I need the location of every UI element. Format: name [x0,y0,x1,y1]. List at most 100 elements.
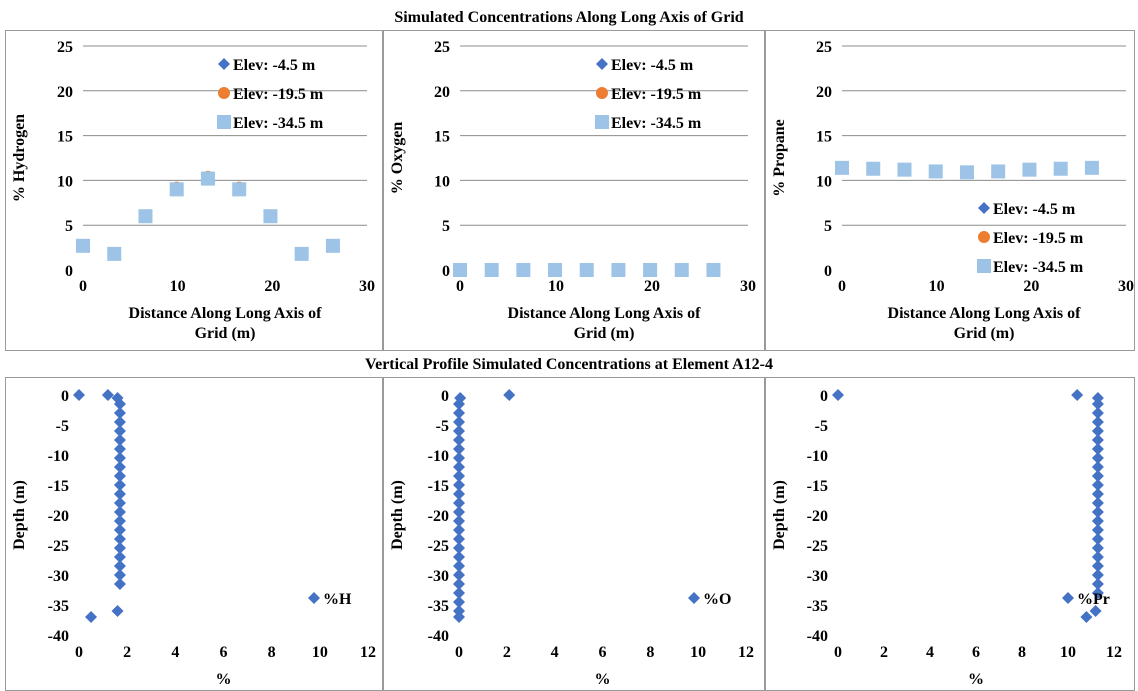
data-point [1091,425,1104,437]
y-tick-label: 20 [57,84,73,101]
data-point [453,461,465,473]
data-point [1022,162,1037,177]
data-point [113,497,126,509]
hydrogen-profile-svg: 0 -5 -10 -15 -20 -25 -30 -35 -40 0 2 4 6 8 10 12% Depth … [11,388,376,688]
y-axis-label: % Oxygen [389,122,406,195]
y-tick-label: 0 [820,388,828,405]
data-point [325,238,340,253]
data-point [453,470,465,482]
hydrogen-grid-svg: 0 5 10 15 20 25 0 10 20 30 Distance Along Long Axi… [11,39,375,342]
data-point [1091,542,1104,554]
x-tick-label: 0 [75,644,83,661]
y-tick-label: 25 [434,39,450,56]
data-point [453,425,465,437]
data-point [1091,434,1104,446]
y-tick-label: -25 [48,538,69,555]
x-tick-label: 30 [740,278,756,295]
data-point [113,434,126,446]
data-point [101,389,114,401]
data-point [294,246,309,261]
data-point [453,578,465,590]
y-tick-label: -10 [807,448,828,465]
data-point [1084,160,1099,175]
x-axis-label-line1: Distance Along Long Axis of [129,305,323,322]
data-point [1091,479,1104,491]
x-axis-label-line2: Grid (m) [574,325,635,342]
data-point [453,596,465,608]
data-point [113,479,126,491]
data-point [1091,533,1104,545]
propane-profile-svg: 0 -5 -10 -15 -20 -25 -30 -35 -40 0 2 4 6 8 10 12% Depth … [771,388,1122,688]
data-point [453,416,465,428]
legend-marker [978,231,990,243]
y-tick-label: 10 [816,173,832,190]
legend-label: Elev: -19.5 m [993,230,1084,247]
data-point [76,238,90,253]
data-point [548,263,563,277]
data-point [453,551,465,563]
x-axis-label-line2: Grid (m) [954,325,1015,342]
data-point [85,611,98,623]
y-tick-label: -20 [428,508,449,525]
data-point [453,569,465,581]
x-tick-label: 10 [548,278,564,295]
data-point [113,488,126,500]
y-tick-label: 0 [441,388,449,405]
series-3 [76,171,340,261]
x-tick-label: 8 [646,644,654,661]
x-tick-label: 20 [264,278,280,295]
data-point [1091,407,1104,419]
x-axis-label: % [968,671,984,688]
legend-marker [217,115,231,129]
legend-label: Elev: -4.5 m [993,201,1076,218]
x-tick-label: 10 [690,644,706,661]
legend-marker [596,58,608,70]
data-point [516,263,531,277]
data-point [113,569,126,581]
legend-marker [1062,592,1074,604]
y-tick-label: 20 [434,84,450,101]
y-tick-label: 0 [824,263,832,280]
data-point [1091,497,1104,509]
data-point [643,263,658,277]
hydrogen-profile-chart: 0 -5 -10 -15 -20 -25 -30 -35 -40 0 2 4 6 8 10 12% Depth … [5,377,383,691]
data-point [1091,569,1104,581]
data-point [453,407,465,419]
data-point [73,389,85,401]
x-tick-label: 2 [503,644,511,661]
y-tick-label: 5 [65,218,73,235]
oxygen-grid-svg: 0 5 10 15 20 25 0 10 20 30 Distance Along Long Axi… [389,39,756,342]
legend: Elev: -4.5 m Elev: -19.5 m Elev: -34.5 m [977,201,1084,276]
data-point [897,162,912,177]
legend-marker [595,115,609,129]
data-point [1089,605,1102,617]
data-point [453,434,465,446]
data-point [835,160,849,175]
y-axis-label: Depth (m) [11,480,28,550]
series-3 [453,263,721,277]
data-point [453,611,465,623]
series-1 [77,172,339,260]
y-tick-label: -5 [436,418,449,435]
legend-label: Elev: -19.5 m [611,86,702,103]
data-point [113,524,126,536]
series-1 [832,389,1104,623]
data-point [111,605,124,617]
data-point [611,263,626,277]
data-point [113,578,126,590]
y-tick-label: -5 [815,418,828,435]
y-tick-label: 15 [816,129,832,146]
data-point [1071,389,1084,401]
y-tick-label: -35 [48,598,69,615]
data-point [113,533,126,545]
legend-label: %Pr [1077,591,1110,608]
data-point [1091,461,1104,473]
legend: %H [308,591,352,608]
oxygen-profile-chart: 0 -5 -10 -15 -20 -25 -30 -35 -40 0 2 4 6 8 10 12% Depth … [383,377,765,691]
series-1 [453,389,516,623]
data-point [453,479,465,491]
data-point [1091,587,1104,599]
x-tick-label: 10 [929,278,945,295]
legend: %Pr [1062,591,1110,608]
legend-marker [218,87,230,99]
